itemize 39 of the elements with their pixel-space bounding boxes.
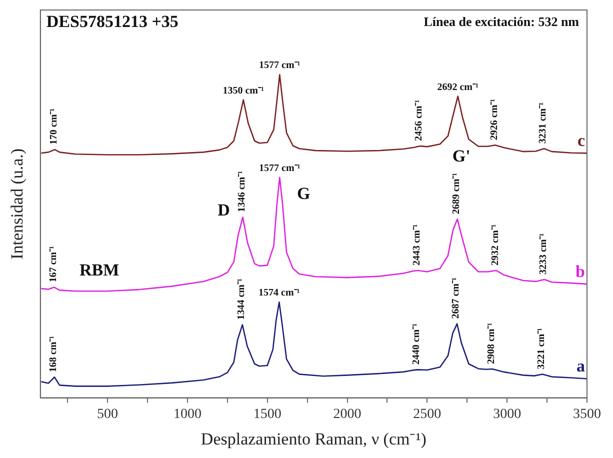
x-tick-label: 2500 [413,406,442,422]
series-label: a [576,356,586,376]
annotation: 3221 cm⁻¹ [536,328,547,370]
annotation: 2443 cm⁻¹ [412,224,423,266]
annotation: 1344 cm⁻¹ [236,278,247,320]
annotation: 170 cm⁻¹ [48,108,60,145]
series-label: c [577,131,586,150]
annotation: 1350 cm⁻¹ [222,85,264,96]
annotation: 2440 cm⁻¹ [411,323,422,365]
x-tick-label: 1000 [173,406,202,422]
annotation: 1577 cm⁻¹ [259,60,300,72]
y-axis-title: Intensidad (u.a.) [8,148,27,260]
annotation: 2687 cm⁻¹ [450,278,462,319]
annotation: RBM [79,260,120,280]
text: Línea de excitación: 532 nm [424,14,580,29]
annotation: 3233 cm⁻¹ [538,233,549,275]
annotation: 2689 cm⁻¹ [450,172,462,214]
text: DES57851213 +35 [46,12,178,31]
annotation: 1574 cm⁻¹ [258,288,300,299]
x-tick-label: 1500 [253,406,282,422]
annotation: G [297,184,310,203]
annotation: 2908 cm⁻¹ [486,322,497,364]
annotation: 167 cm⁻¹ [48,246,59,282]
annotation: G' [452,146,470,166]
annotation: 2456 cm⁻¹ [414,100,425,142]
x-tick-label: 3500 [573,406,601,422]
series-label: b [576,262,585,281]
annotation: 168 cm⁻¹ [48,336,60,372]
x-tick-label: 3000 [493,406,522,422]
x-tick-label: 500 [97,406,118,422]
annotation: 1346 cm⁻¹ [236,170,248,212]
x-tick-label: 2000 [333,406,362,422]
annotation: 2692 cm⁻¹ [437,82,478,93]
annotation: 3231 cm⁻¹ [538,102,549,144]
x-axis-title: Desplazamiento Raman, ν (cm⁻¹) [200,429,426,448]
annotation: 1577 cm⁻¹ [259,162,300,174]
annotation: 2932 cm⁻¹ [490,224,501,266]
annotation: D [218,200,230,220]
annotation: 2926 cm⁻¹ [488,98,500,140]
